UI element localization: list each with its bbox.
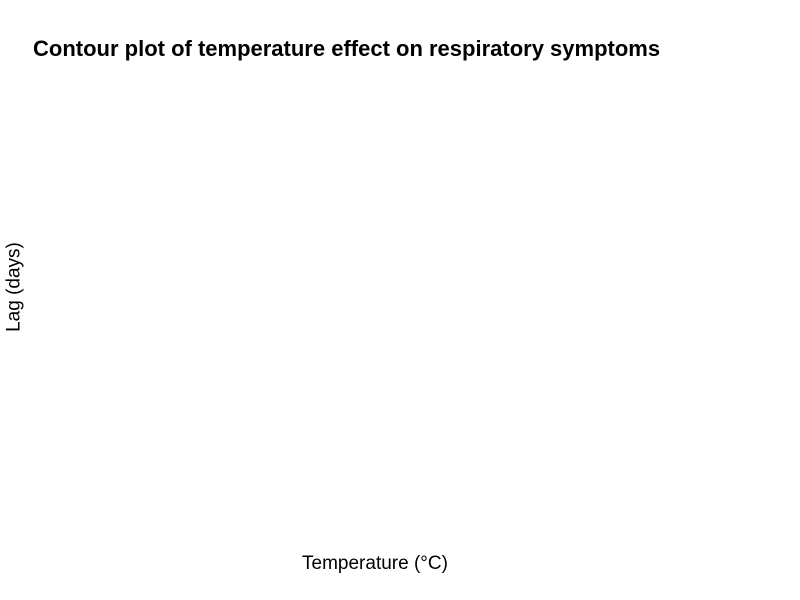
plot-area	[33, 80, 785, 535]
x-axis-label: Temperature (°C)	[302, 553, 448, 574]
chart-title: Contour plot of temperature effect on re…	[33, 36, 661, 61]
y-axis-label: Lag (days)	[3, 242, 25, 332]
